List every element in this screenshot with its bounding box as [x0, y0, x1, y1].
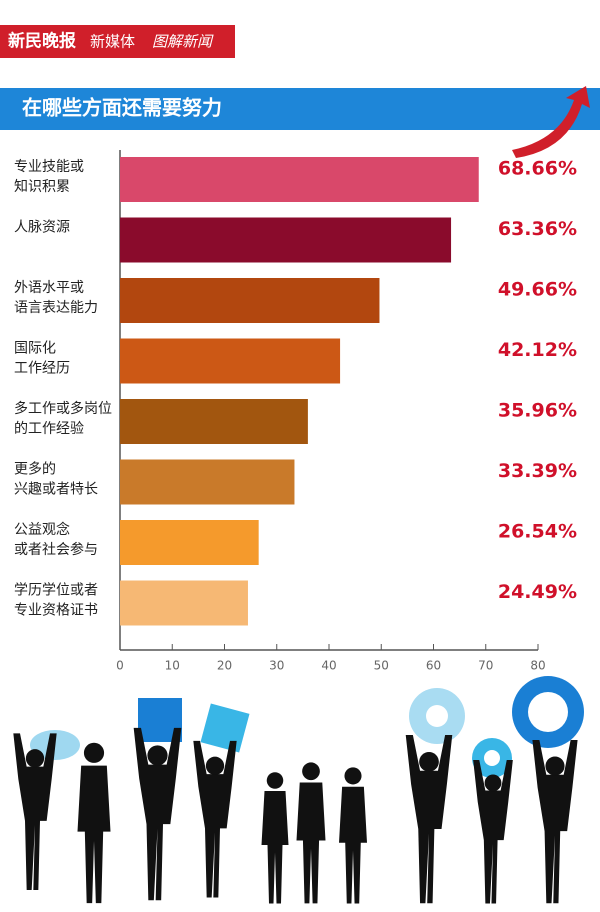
illustration	[13, 676, 584, 904]
title-bar	[0, 88, 600, 130]
value-label: 26.54%	[498, 521, 577, 543]
category-label: 专业技能或	[14, 159, 84, 175]
category-label: 的工作经验	[14, 421, 84, 437]
x-tick-label: 10	[165, 659, 180, 673]
value-label: 35.96%	[498, 400, 577, 422]
category-label: 学历学位或者	[14, 583, 98, 599]
chart-title: 在哪些方面还需要努力	[22, 96, 222, 120]
category-label: 或者社会参与	[14, 541, 98, 558]
bar	[120, 278, 380, 323]
x-tick-label: 40	[321, 659, 336, 673]
bar	[120, 580, 248, 626]
category-label: 国际化	[14, 341, 56, 357]
arrow-decoration	[512, 86, 590, 158]
category-label: 兴趣或者特长	[14, 482, 98, 498]
category-label: 专业资格证书	[14, 603, 98, 619]
value-label: 63.36%	[498, 218, 577, 240]
category-label: 外语水平或	[14, 280, 84, 296]
value-label: 33.39%	[498, 460, 577, 482]
bar	[120, 399, 308, 444]
category-label: 多工作或多岗位	[14, 400, 112, 417]
x-tick-label: 50	[374, 659, 389, 673]
x-tick-label: 30	[269, 659, 284, 673]
bar	[120, 459, 295, 505]
section: 新媒体	[90, 33, 135, 51]
brand: 新民晚报	[8, 31, 76, 52]
brand-box	[0, 25, 235, 58]
category-label: 知识积累	[14, 178, 70, 195]
value-label: 42.12%	[498, 339, 577, 361]
bar	[120, 520, 259, 565]
category-label: 更多的	[14, 461, 56, 478]
value-label: 24.49%	[498, 581, 577, 603]
x-tick-label: 0	[116, 659, 124, 673]
label: 图解新闻	[152, 33, 214, 51]
bar	[120, 338, 341, 384]
x-tick-label: 20	[217, 659, 232, 673]
x-tick-label: 80	[530, 659, 545, 673]
value-label: 49.66%	[498, 279, 577, 301]
category-label: 公益观念	[14, 521, 70, 538]
bar	[120, 157, 479, 202]
x-tick-label: 70	[478, 659, 493, 673]
category-label: 语言表达能力	[14, 300, 98, 316]
category-label: 人脉资源	[14, 220, 70, 236]
x-tick-label: 60	[426, 659, 441, 673]
value-label: 68.66%	[498, 158, 577, 180]
category-label: 工作经历	[14, 361, 70, 377]
bar	[120, 217, 452, 263]
